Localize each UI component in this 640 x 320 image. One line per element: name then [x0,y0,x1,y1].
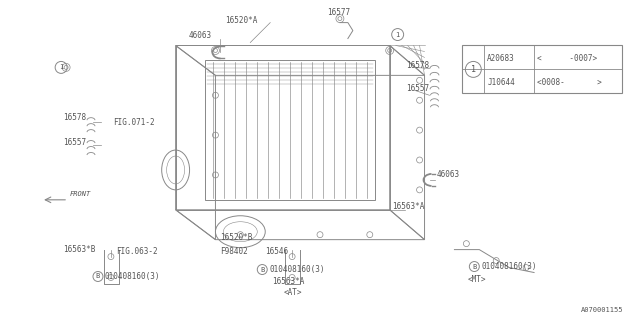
Text: 16563*B: 16563*B [63,245,95,254]
Text: <0008-       >: <0008- > [537,78,602,87]
Text: A070001155: A070001155 [581,307,623,313]
Text: <      -0007>: < -0007> [537,54,597,63]
Text: 16563*A: 16563*A [392,202,424,211]
Text: 46063: 46063 [189,31,212,40]
Bar [205,60,375,200]
Text: 1: 1 [471,65,476,74]
Text: 010408160(3): 010408160(3) [105,272,161,281]
Text: FRONT: FRONT [70,191,92,197]
Text: 46063: 46063 [436,171,460,180]
Text: B: B [260,267,264,273]
Bar [462,45,621,93]
Text: 16578: 16578 [63,113,86,122]
Text: 010408160(3): 010408160(3) [481,262,537,271]
Text: 16520*B: 16520*B [220,233,253,242]
Text: <AT>: <AT> [283,288,301,297]
Text: 16557: 16557 [63,138,86,147]
Text: J10644: J10644 [487,78,515,87]
Text: B: B [96,274,100,279]
Text: B: B [472,264,476,269]
Text: 16578: 16578 [406,61,429,70]
Text: 1: 1 [396,32,400,37]
Text: 010408160(3): 010408160(3) [269,265,324,274]
Text: 16546: 16546 [265,247,289,256]
Text: <MT>: <MT> [467,275,486,284]
Text: A20683: A20683 [487,54,515,63]
Text: 16563*A: 16563*A [272,277,305,286]
Text: FIG.063-2: FIG.063-2 [116,247,157,256]
Text: FIG.071-2: FIG.071-2 [113,118,154,127]
Text: 16557: 16557 [406,84,429,93]
Text: F98402: F98402 [220,247,248,256]
Text: 1: 1 [59,64,63,70]
Text: 16577: 16577 [327,8,350,17]
Text: 16520*A: 16520*A [225,16,258,25]
